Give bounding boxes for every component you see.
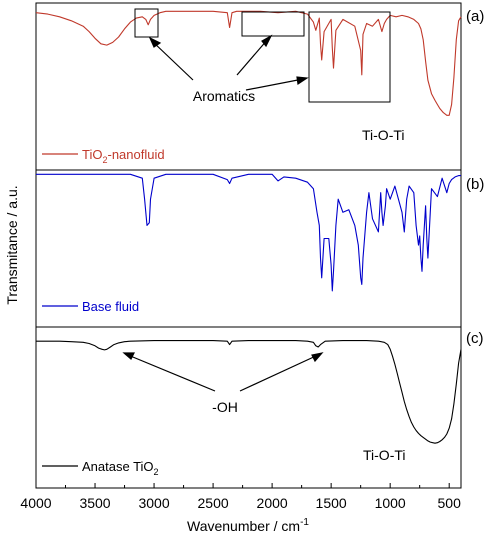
aromatics-box-2 (241, 11, 305, 37)
legend-label-anatase-tio2: Anatase TiO2 (82, 459, 159, 477)
x-axis-label-superscript: -1 (300, 517, 309, 528)
series-line-anatase-tio2 (36, 340, 462, 444)
legend-a-sub: 2 (102, 155, 107, 165)
x-tick-label: 3500 (79, 495, 110, 511)
annotation-ti-o-ti-a: Ti-O-Ti (362, 127, 405, 143)
x-axis: 4000 3500 3000 2500 2000 1500 1000 500 (20, 483, 461, 511)
aromatics-arrows (148, 34, 309, 91)
plot-frame (35, 2, 462, 489)
x-axis-label-text: Wavenumber / cm (187, 518, 300, 534)
x-tick-label: 500 (438, 495, 462, 511)
series-line-base-fluid (36, 173, 461, 292)
panel-tag-c: (c) (466, 330, 484, 347)
legend-c-sub: 2 (154, 467, 159, 477)
legend-label-base-fluid: Base fluid (82, 299, 139, 314)
annotation-ti-o-ti-c: Ti-O-Ti (363, 447, 406, 463)
x-axis-label: Wavenumber / cm-1 (187, 517, 309, 534)
panel-tag-a: (a) (466, 8, 484, 25)
aromatics-box-3 (308, 11, 391, 103)
x-tick-label: 3000 (138, 495, 169, 511)
x-tick-label: 4000 (20, 495, 51, 511)
annotation-aromatics: Aromatics (193, 88, 255, 104)
oh-arrows (122, 352, 324, 392)
x-tick-label: 1500 (316, 495, 347, 511)
legend-a-prefix: TiO (82, 147, 102, 162)
series-line-tio2-nanofluid (35, 10, 462, 116)
x-tick-label: 2000 (257, 495, 288, 511)
legend-label-tio2-nanofluid: TiO2-nanofluid (82, 147, 165, 165)
aromatics-box-1 (134, 8, 159, 38)
legend-a-suffix: -nanofluid (107, 147, 164, 162)
x-tick-label: 1000 (375, 495, 406, 511)
annotation-oh: -OH (212, 399, 238, 415)
x-tick-label: 2500 (198, 495, 229, 511)
y-axis-label: Transmitance / a.u. (4, 185, 20, 304)
panel-tag-b: (b) (466, 176, 484, 193)
legend-c-prefix: Anatase TiO (82, 459, 154, 474)
